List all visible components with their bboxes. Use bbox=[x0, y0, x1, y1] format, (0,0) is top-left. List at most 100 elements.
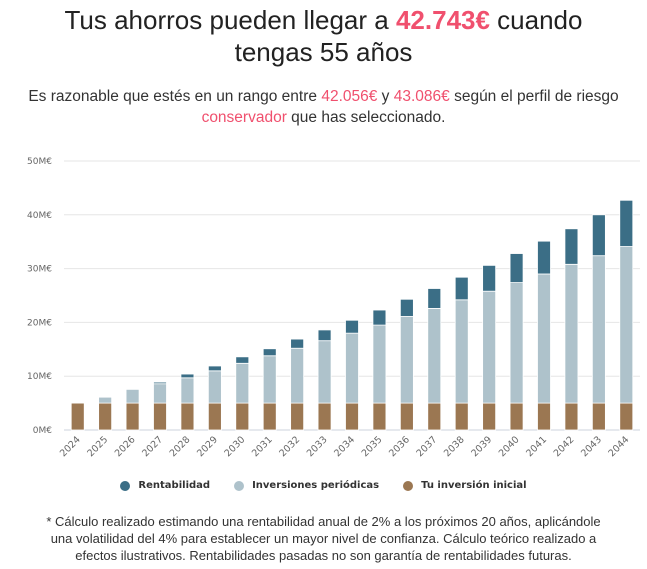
bar-segment-inversiones-periodicas[interactable] bbox=[454, 299, 469, 404]
bar-segment-inversiones-periodicas[interactable] bbox=[509, 282, 524, 404]
bar-segment-inversiones-periodicas[interactable] bbox=[290, 347, 305, 404]
bar-segment-rentabilidad[interactable] bbox=[372, 309, 387, 326]
bar-segment-inversion-inicial[interactable] bbox=[317, 402, 332, 431]
bar-segment-rentabilidad[interactable] bbox=[537, 240, 551, 275]
footnote-line: efectos ilustrativos. Rentabilidades pas… bbox=[75, 548, 572, 563]
bar-segment-rentabilidad[interactable] bbox=[591, 214, 606, 257]
range-text-part4: que has seleccionado. bbox=[286, 109, 446, 126]
chart-legend: Rentabilidad Inversiones periódicas Tu i… bbox=[0, 480, 647, 491]
range-low: 42.056€ bbox=[321, 88, 378, 105]
legend-item-inversion-inicial[interactable]: Tu inversión inicial bbox=[403, 480, 527, 491]
headline-line2: tengas 55 años bbox=[234, 37, 413, 67]
bar-segment-inversion-inicial[interactable] bbox=[372, 402, 387, 431]
bar-segment-inversiones-periodicas[interactable] bbox=[619, 246, 634, 404]
x-tick-label: 2024 bbox=[58, 434, 83, 459]
bar-segment-inversion-inicial[interactable] bbox=[153, 402, 167, 431]
bar-segment-inversion-inicial[interactable] bbox=[427, 402, 442, 431]
x-tick-label: 2037 bbox=[415, 434, 440, 459]
range-text-part3: según el perfil de riesgo bbox=[449, 88, 619, 105]
bar-segment-rentabilidad[interactable] bbox=[454, 276, 469, 301]
bar-segment-inversiones-periodicas[interactable] bbox=[317, 340, 332, 404]
bar-segment-inversion-inicial[interactable] bbox=[454, 402, 469, 431]
bar-segment-inversion-inicial[interactable] bbox=[509, 402, 524, 431]
range-description: Es razonable que estés en un rango entre… bbox=[0, 86, 647, 128]
bar-segment-rentabilidad[interactable] bbox=[290, 338, 305, 349]
bar-segment-inversiones-periodicas[interactable] bbox=[399, 316, 414, 404]
bar-segment-rentabilidad[interactable] bbox=[207, 365, 222, 372]
bar-segment-inversion-inicial[interactable] bbox=[180, 402, 195, 431]
bar-segment-inversiones-periodicas[interactable] bbox=[262, 355, 277, 404]
bar-segment-inversion-inicial[interactable] bbox=[537, 402, 551, 431]
x-tick-label: 2035 bbox=[360, 434, 385, 459]
y-tick-label: 50M€ bbox=[27, 157, 52, 167]
bar-segment-inversion-inicial[interactable] bbox=[290, 402, 305, 431]
bar-layer bbox=[70, 199, 634, 431]
bar-segment-inversiones-periodicas[interactable] bbox=[125, 388, 140, 404]
x-tick-label: 2040 bbox=[497, 434, 522, 459]
bar-segment-inversion-inicial[interactable] bbox=[125, 402, 140, 431]
bar-segment-rentabilidad[interactable] bbox=[399, 298, 414, 317]
bar-segment-rentabilidad[interactable] bbox=[262, 348, 277, 357]
stacked-bar-chart: 0M€ 10M€ 20M€ 30M€ 40M€ 50M€ 2024 2025 2026 2027… bbox=[27, 157, 640, 459]
bar-segment-rentabilidad[interactable] bbox=[235, 356, 250, 364]
footnote-line: * Cálculo realizado estimando una rentab… bbox=[46, 514, 601, 529]
x-tick-label: 2039 bbox=[469, 434, 494, 459]
x-tick-label: 2044 bbox=[607, 434, 632, 459]
bar-segment-inversiones-periodicas[interactable] bbox=[564, 263, 579, 404]
bar-segment-inversiones-periodicas[interactable] bbox=[98, 396, 113, 404]
bar-segment-inversiones-periodicas[interactable] bbox=[345, 332, 359, 404]
legend-item-rentabilidad[interactable]: Rentabilidad bbox=[120, 480, 210, 491]
disclaimer-footnote: * Cálculo realizado estimando una rentab… bbox=[0, 513, 647, 564]
y-tick-label: 30M€ bbox=[27, 265, 52, 275]
x-tick-label: 2042 bbox=[552, 434, 577, 459]
legend-dot-icon bbox=[234, 480, 245, 491]
x-tick-label: 2031 bbox=[250, 434, 275, 459]
x-tick-label: 2030 bbox=[223, 434, 248, 459]
bar-segment-rentabilidad[interactable] bbox=[509, 253, 524, 283]
range-text-part1: Es razonable que estés en un rango entre bbox=[28, 88, 322, 105]
x-tick-label: 2027 bbox=[140, 434, 165, 459]
bar-segment-inversiones-periodicas[interactable] bbox=[482, 290, 497, 404]
bar-segment-inversion-inicial[interactable] bbox=[482, 402, 497, 431]
bar-segment-inversiones-periodicas[interactable] bbox=[537, 273, 551, 404]
bar-segment-inversion-inicial[interactable] bbox=[591, 402, 606, 431]
headline-suffix: cuando bbox=[489, 5, 583, 35]
x-tick-label: 2025 bbox=[85, 434, 110, 459]
x-tick-label: 2026 bbox=[113, 434, 138, 459]
bar-segment-rentabilidad[interactable] bbox=[317, 329, 332, 342]
bar-segment-inversiones-periodicas[interactable] bbox=[427, 308, 442, 404]
bar-segment-inversion-inicial[interactable] bbox=[235, 402, 250, 431]
legend-label: Inversiones periódicas bbox=[252, 480, 380, 491]
bar-segment-rentabilidad[interactable] bbox=[619, 199, 634, 247]
y-tick-label: 20M€ bbox=[27, 318, 52, 328]
bar-segment-inversion-inicial[interactable] bbox=[399, 402, 414, 431]
bar-segment-inversiones-periodicas[interactable] bbox=[153, 383, 167, 404]
bar-segment-inversiones-periodicas[interactable] bbox=[591, 255, 606, 404]
x-tick-label: 2032 bbox=[277, 434, 302, 459]
bar-segment-inversion-inicial[interactable] bbox=[98, 402, 113, 431]
bar-segment-inversiones-periodicas[interactable] bbox=[207, 370, 222, 404]
bar-segment-rentabilidad[interactable] bbox=[345, 319, 359, 334]
bar-segment-inversion-inicial[interactable] bbox=[619, 402, 634, 431]
bar-segment-inversion-inicial[interactable] bbox=[564, 402, 579, 431]
bar-segment-rentabilidad[interactable] bbox=[564, 228, 579, 265]
bar-segment-inversiones-periodicas[interactable] bbox=[235, 362, 250, 404]
bar-segment-inversion-inicial[interactable] bbox=[70, 402, 85, 431]
bar-segment-rentabilidad[interactable] bbox=[427, 288, 442, 309]
bar-segment-inversion-inicial[interactable] bbox=[262, 402, 277, 431]
bar-segment-inversion-inicial[interactable] bbox=[345, 402, 359, 431]
bar-segment-inversion-inicial[interactable] bbox=[207, 402, 222, 431]
bar-segment-rentabilidad[interactable] bbox=[153, 381, 167, 385]
bar-segment-inversiones-periodicas[interactable] bbox=[372, 324, 387, 404]
x-tick-label: 2038 bbox=[442, 434, 467, 459]
x-axis-labels: 2024 2025 2026 2027 2028 2029 2030 2031 2032 2033… bbox=[58, 434, 631, 459]
projected-amount: 42.743€ bbox=[395, 5, 490, 35]
bar-segment-inversiones-periodicas[interactable] bbox=[180, 377, 195, 404]
y-tick-label: 40M€ bbox=[27, 211, 52, 221]
bar-segment-rentabilidad[interactable] bbox=[482, 264, 497, 292]
bar-segment-rentabilidad[interactable] bbox=[180, 373, 195, 379]
bar-segment-rentabilidad[interactable] bbox=[125, 388, 140, 390]
legend-item-inversiones-periodicas[interactable]: Inversiones periódicas bbox=[234, 480, 379, 491]
x-tick-label: 2036 bbox=[387, 434, 412, 459]
x-tick-label: 2043 bbox=[579, 434, 604, 459]
